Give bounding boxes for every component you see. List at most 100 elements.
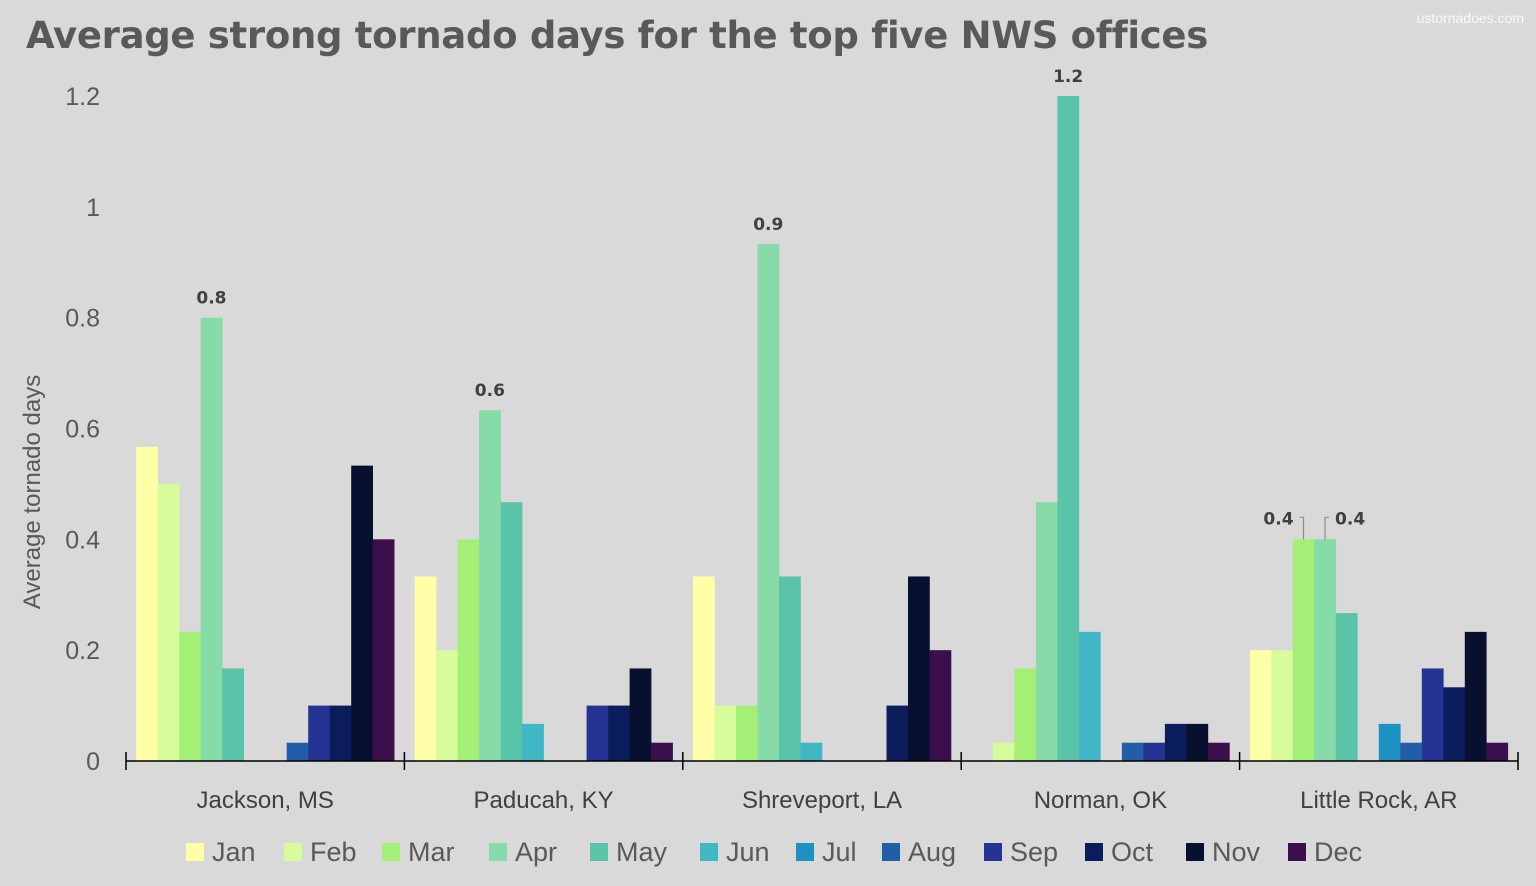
legend-label: Jan (212, 836, 256, 867)
legend-swatch (1085, 843, 1103, 861)
legend-label: Oct (1111, 836, 1154, 867)
legend: Jan Feb Mar Apr May Jun Jul Aug Sep Oct Nov Dec (0, 830, 1536, 874)
bar-sep-1 (586, 705, 609, 761)
legend-swatch (1288, 843, 1306, 861)
bar-dec-3 (1207, 742, 1230, 761)
bar-apr-0 (200, 317, 223, 761)
bar-aug-3 (1121, 742, 1144, 761)
bar-sep-0 (308, 705, 330, 761)
category-label: Little Rock, AR (1300, 787, 1457, 814)
x-axis-category-labels: Jackson, MS Paducah, KY Shreveport, LA Norm… (197, 787, 1458, 814)
data-label: 0.4 (1263, 509, 1293, 529)
bar-mar-0 (179, 631, 201, 761)
bar-dec-1 (651, 742, 673, 761)
bar-jan-1 (414, 576, 437, 761)
bar-dec-4 (1486, 742, 1509, 761)
legend-label: Dec (1314, 836, 1363, 867)
legend-swatch (984, 843, 1002, 861)
bar-mar-1 (457, 539, 480, 761)
legend-item-jan: Jan (186, 830, 256, 874)
category-label: Norman, OK (1034, 787, 1167, 814)
y-tick-label: 0.6 (65, 416, 100, 444)
bar-may-4 (1335, 613, 1358, 761)
data-label: 0.6 (475, 381, 505, 401)
bar-jul-4 (1378, 723, 1401, 761)
bar-aug-4 (1400, 742, 1423, 761)
y-tick-label: 1 (86, 194, 100, 222)
y-tick-label: 0.8 (65, 305, 100, 333)
y-tick-label: 0 (86, 748, 100, 776)
y-tick-label: 0.4 (65, 526, 100, 554)
bar-jan-4 (1249, 650, 1272, 761)
category-label: Paducah, KY (474, 787, 614, 814)
bar-jun-2 (800, 742, 823, 761)
bar-mar-2 (736, 705, 758, 761)
category-label: Shreveport, LA (742, 787, 902, 814)
legend-item-oct: Oct (1085, 830, 1153, 874)
bar-may-0 (222, 668, 244, 761)
legend-label: Jun (726, 836, 770, 867)
legend-item-sep: Sep (984, 830, 1058, 874)
data-label: 0.9 (753, 215, 783, 235)
legend-swatch (796, 843, 814, 861)
bar-feb-4 (1271, 650, 1294, 761)
bar-aug-0 (286, 742, 309, 761)
bar-mar-3 (1014, 668, 1037, 761)
data-label: 0.4 (1335, 509, 1365, 529)
bar-feb-3 (992, 742, 1015, 761)
y-axis-label: Average tornado days (19, 375, 46, 609)
legend-label: Feb (310, 836, 357, 867)
legend-label: Nov (1212, 836, 1261, 867)
bar-apr-2 (757, 243, 780, 761)
bar-jun-3 (1078, 631, 1101, 761)
data-label-leader (1324, 516, 1330, 540)
y-tick-label: 1.2 (65, 83, 100, 111)
bar-apr-3 (1035, 502, 1058, 761)
legend-item-mar: Mar (382, 830, 455, 874)
bar-oct-1 (608, 705, 630, 761)
bar-oct-4 (1443, 687, 1466, 761)
legend-swatch (1186, 843, 1204, 861)
x-axis (125, 752, 1519, 770)
bar-feb-2 (714, 705, 737, 761)
legend-label: Apr (515, 836, 558, 867)
bar-feb-1 (436, 650, 458, 761)
bar-dec-0 (372, 539, 395, 761)
legend-label: Sep (1010, 836, 1059, 867)
bar-apr-4 (1314, 539, 1337, 761)
y-axis-ticks: 0 0.2 0.4 0.6 0.8 1 1.2 (65, 83, 100, 776)
legend-swatch (882, 843, 900, 861)
bar-may-1 (500, 502, 523, 761)
bar-dec-2 (929, 650, 952, 761)
legend-item-may: May (590, 830, 667, 874)
bars (136, 96, 1509, 761)
legend-swatch (284, 843, 302, 861)
legend-label: May (616, 836, 668, 867)
data-label: 1.2 (1053, 67, 1083, 87)
legend-item-aug: Aug (882, 830, 956, 874)
chart-title: Average strong tornado days for the top … (26, 14, 1208, 57)
bar-oct-0 (329, 705, 352, 761)
legend-item-nov: Nov (1186, 830, 1260, 874)
legend-swatch (700, 843, 718, 861)
legend-item-dec: Dec (1288, 830, 1362, 874)
legend-swatch (186, 843, 204, 861)
data-label: 0.8 (196, 289, 226, 309)
legend-label: Aug (908, 836, 957, 867)
bar-may-2 (779, 576, 801, 761)
bar-nov-4 (1464, 631, 1487, 761)
bar-oct-2 (886, 705, 909, 761)
bar-nov-3 (1186, 723, 1209, 761)
bar-apr-1 (479, 410, 501, 761)
legend-item-feb: Feb (284, 830, 357, 874)
bar-nov-0 (351, 465, 373, 761)
legend-item-jun: Jun (700, 830, 770, 874)
legend-item-apr: Apr (489, 830, 557, 874)
bar-jan-2 (693, 576, 715, 761)
bar-jan-0 (136, 446, 158, 761)
bar-may-3 (1057, 96, 1080, 761)
bar-jun-1 (522, 723, 544, 761)
bar-nov-2 (908, 576, 930, 761)
category-label: Jackson, MS (197, 787, 334, 814)
